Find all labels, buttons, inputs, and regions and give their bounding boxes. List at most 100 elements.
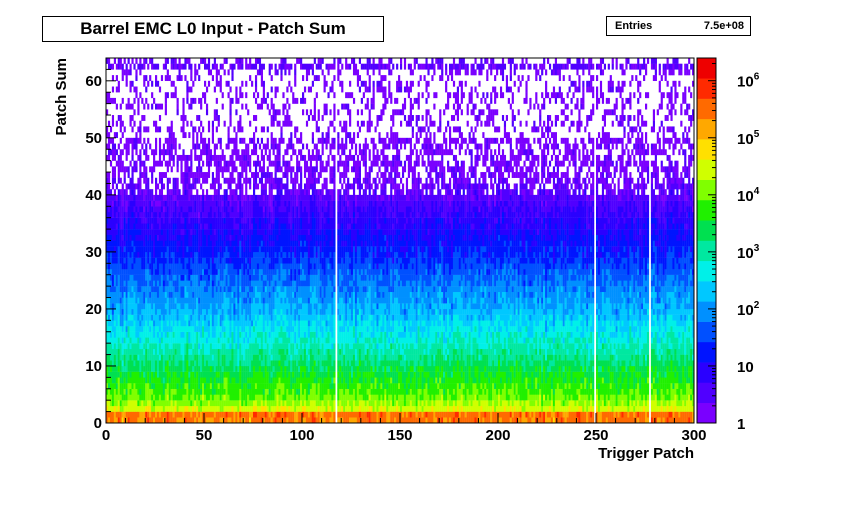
heatmap-cell <box>180 172 183 178</box>
heatmap-cell <box>182 280 185 287</box>
heatmap-cell <box>119 348 122 355</box>
heatmap-cell <box>215 177 218 184</box>
heatmap-cell <box>202 217 205 224</box>
heatmap-cell <box>249 365 252 372</box>
heatmap-cell <box>215 217 218 224</box>
heatmap-cell <box>256 211 260 218</box>
heatmap-cell <box>119 417 122 424</box>
heatmap-cell <box>286 223 289 230</box>
heatmap-cell <box>153 223 156 230</box>
heatmap-cell <box>231 97 234 104</box>
heatmap-cell <box>182 269 185 275</box>
heatmap-cell <box>149 263 152 270</box>
heatmap-cell <box>147 337 150 344</box>
heatmap-cell <box>290 223 293 230</box>
heatmap-cell <box>135 246 138 253</box>
heatmap-cell <box>225 383 228 389</box>
heatmap-cell <box>178 348 181 355</box>
heatmap-cell <box>235 143 238 150</box>
heatmap-cell <box>180 371 183 378</box>
heatmap-cell <box>258 234 262 241</box>
heatmap-cell <box>282 354 285 361</box>
heatmap-cell <box>280 314 283 321</box>
heatmap-cell <box>219 326 222 332</box>
heatmap-cell <box>194 229 197 235</box>
heatmap-cell <box>109 63 113 70</box>
heatmap-cell <box>145 331 148 338</box>
heatmap-cell <box>194 223 197 230</box>
heatmap-cell <box>190 194 193 201</box>
heatmap-cell <box>239 263 242 270</box>
heatmap-cell <box>194 69 197 76</box>
heatmap-cell <box>204 234 207 241</box>
heatmap-cell <box>178 405 181 412</box>
heatmap-cell <box>256 308 260 315</box>
heatmap-cell <box>149 246 152 253</box>
heatmap-cell <box>170 377 173 384</box>
heatmap-cell <box>156 371 160 378</box>
heatmap-cell <box>158 126 162 133</box>
heatmap-cell <box>241 411 244 418</box>
heatmap-cell <box>162 269 165 275</box>
heatmap-cell <box>109 383 113 389</box>
heatmap-cell <box>213 194 216 201</box>
heatmap-cell <box>153 200 156 207</box>
heatmap-cell <box>160 189 164 196</box>
heatmap-cell <box>115 269 118 275</box>
heatmap-cell <box>202 177 205 184</box>
heatmap-cell <box>141 257 144 264</box>
heatmap-cell <box>296 97 299 104</box>
heatmap-cell <box>137 365 140 372</box>
heatmap-cell <box>207 411 211 418</box>
heatmap-cell <box>129 320 132 327</box>
heatmap-cell <box>260 251 263 258</box>
heatmap-cell <box>211 137 214 144</box>
heatmap-cell <box>172 177 175 184</box>
heatmap-cell <box>256 223 260 230</box>
heatmap-cell <box>219 263 222 270</box>
heatmap-cell <box>164 211 167 218</box>
heatmap-cell <box>117 211 120 218</box>
heatmap-cell <box>137 177 140 184</box>
heatmap-cell <box>178 354 181 361</box>
heatmap-cell <box>249 343 252 350</box>
heatmap-cell <box>223 354 226 361</box>
heatmap-cell <box>158 326 162 332</box>
heatmap-cell <box>200 383 203 389</box>
heatmap-cell <box>106 331 109 338</box>
heatmap-cell <box>254 234 258 241</box>
heatmap-cell <box>164 394 167 401</box>
heatmap-cell <box>204 388 207 395</box>
heatmap-cell <box>180 365 183 372</box>
heatmap-cell <box>145 229 148 235</box>
heatmap-cell <box>164 337 167 344</box>
heatmap-cell <box>202 405 205 412</box>
heatmap-cell <box>284 383 287 389</box>
heatmap-cell <box>262 97 265 104</box>
heatmap-cell <box>249 400 252 407</box>
heatmap-cell <box>280 280 283 287</box>
heatmap-cell <box>235 365 238 372</box>
heatmap-cell <box>239 320 242 327</box>
heatmap-cell <box>131 371 134 378</box>
heatmap-cell <box>121 308 124 315</box>
heatmap-cell <box>106 132 109 139</box>
heatmap-cell <box>133 320 136 327</box>
heatmap-cell <box>160 377 164 384</box>
heatmap-cell <box>282 411 285 418</box>
heatmap-cell <box>137 326 140 332</box>
heatmap-cell <box>221 297 224 304</box>
heatmap-cell <box>198 314 201 321</box>
heatmap-cell <box>276 371 279 378</box>
heatmap-cell <box>264 251 267 258</box>
heatmap-cell <box>249 303 252 310</box>
heatmap-cell <box>233 286 236 293</box>
heatmap-cell <box>106 337 109 344</box>
heatmap-cell <box>290 291 293 298</box>
heatmap-cell <box>272 240 275 247</box>
heatmap-cell <box>155 263 158 270</box>
heatmap-cell <box>176 234 179 241</box>
heatmap-cell <box>282 229 285 235</box>
heatmap-cell <box>147 326 150 332</box>
heatmap-cell <box>290 286 293 293</box>
